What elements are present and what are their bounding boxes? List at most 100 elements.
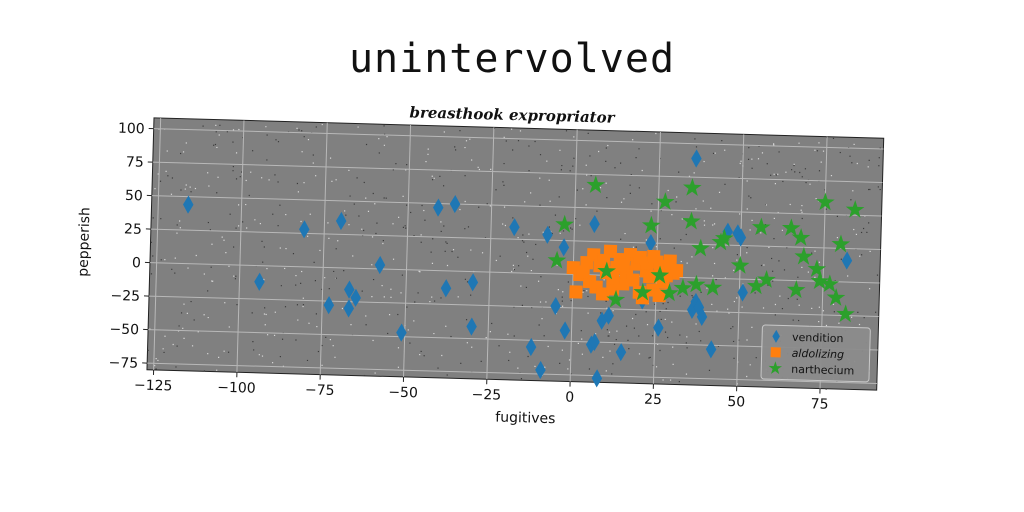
y-gridline [153, 128, 884, 150]
vendition-point [615, 343, 627, 362]
vendition-point [535, 360, 546, 380]
aldolizing-point [596, 253, 611, 268]
narthecium-point [686, 274, 706, 293]
vendition-point [693, 298, 705, 317]
narthecium-point [606, 289, 626, 308]
plot-area: −125 −100 −75 −50 −25 0 25 50 75 −75 −50 −25 0 25 50 75… [76, 117, 885, 428]
x-axis-label: fugitives [495, 410, 556, 428]
narthecium-point [831, 234, 851, 253]
legend-vendition-label: vendition [792, 331, 844, 345]
legend-vendition-marker [772, 329, 780, 343]
aldolizing-point [669, 263, 684, 278]
narthecium-point [660, 283, 679, 302]
x-tick-label: 25 [644, 392, 662, 408]
aldolizing-point [576, 265, 590, 279]
vendition-point [350, 288, 361, 307]
y-tick-label: −50 [109, 321, 139, 338]
narthecium-point [673, 278, 693, 297]
y-gridline [147, 362, 877, 384]
x-tick-label: −50 [388, 385, 418, 402]
vendition-point [396, 323, 407, 342]
x-gridline [236, 120, 245, 373]
aldolizing-point [586, 248, 601, 262]
narthecium-point [655, 192, 675, 210]
y-axis-label: pepperish [76, 207, 94, 277]
y-gridline [152, 161, 883, 183]
x-tick-label: −25 [471, 387, 501, 404]
y-gridline [148, 329, 878, 351]
aldolizing-point [626, 273, 640, 287]
narthecium-point [650, 265, 670, 284]
vendition-point [344, 280, 355, 299]
vendition-point [509, 218, 520, 237]
legend-aldolizing-label: aldolizing [791, 347, 844, 361]
narthecium-point [730, 255, 750, 274]
vendition-point [732, 224, 743, 243]
y-gridline [150, 228, 881, 250]
y-tick-label: −25 [110, 288, 140, 305]
aldolizing-point [652, 288, 666, 303]
x-tick-label: 75 [810, 396, 828, 412]
vendition-point [559, 321, 571, 340]
narthecium-point [820, 274, 839, 293]
aldolizing-point [646, 249, 661, 264]
vendition-point [433, 198, 444, 217]
vendition-point [645, 233, 656, 253]
narthecium-point [555, 214, 574, 233]
vendition-point [589, 332, 600, 352]
y-gridline [151, 195, 882, 217]
x-gridline [319, 122, 328, 375]
narthecium-point [791, 228, 811, 246]
narthecium-point [703, 277, 723, 296]
chart-title: unintervolved [348, 36, 676, 82]
vendition-point [737, 283, 748, 302]
narthecium-point [714, 228, 734, 247]
y-tick-label: 100 [118, 121, 145, 138]
vendition-point [589, 214, 600, 234]
vendition-point [550, 296, 561, 316]
y-tick-label: 75 [126, 154, 144, 170]
x-tick-label: 50 [727, 394, 745, 410]
vendition-point [591, 369, 603, 388]
y-tick-label: 50 [125, 188, 143, 204]
y-gridline [149, 262, 880, 284]
y-gridline [149, 295, 879, 317]
narthecium-point [683, 178, 702, 196]
narthecium-point [781, 218, 801, 237]
vendition-point [696, 307, 708, 326]
x-gridline [486, 127, 495, 380]
narthecium-point [586, 175, 606, 194]
aldolizing-point [616, 258, 631, 272]
legend-box [760, 324, 871, 383]
narthecium-point [682, 211, 701, 230]
vendition-point [467, 273, 479, 292]
vendition-point [691, 149, 702, 168]
legend-narthecium-marker [768, 361, 783, 375]
vendition-point [254, 272, 265, 291]
vendition-point [735, 228, 747, 247]
legend: vendition aldolizing narthecium [760, 324, 871, 383]
narthecium-point [815, 192, 835, 211]
narthecium-point [751, 217, 771, 236]
narthecium-point [826, 288, 846, 306]
y-tick-label: −75 [108, 355, 138, 372]
vendition-point [440, 279, 452, 298]
narthecium-point [757, 270, 776, 288]
narthecium-point [810, 271, 830, 290]
x-gridline [569, 129, 578, 382]
y-tick-label: 0 [132, 255, 141, 271]
vendition-point [690, 292, 701, 312]
vendition-point [335, 211, 347, 231]
vendition-point [525, 337, 537, 357]
vendition-point [449, 194, 461, 214]
vendition-point [183, 195, 194, 214]
x-tick-label: −75 [305, 382, 335, 399]
x-tick-label: −100 [217, 380, 256, 397]
series-narthecium [547, 175, 865, 323]
vendition-point [653, 318, 664, 337]
legend-narthecium-label: narthecium [791, 363, 854, 378]
aldolizing-point [595, 287, 610, 301]
y-tick-label: 25 [124, 221, 142, 237]
